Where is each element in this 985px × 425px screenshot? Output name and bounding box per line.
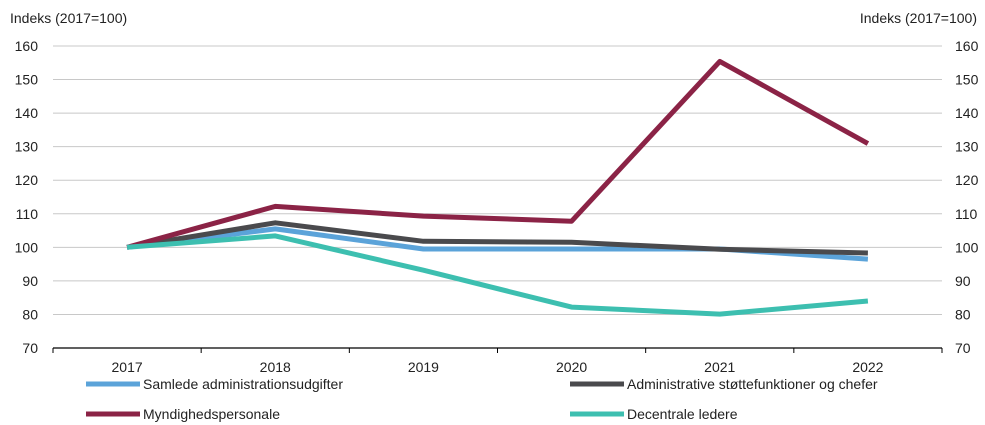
series-lines [126,58,870,317]
x-tick-label: 2019 [408,359,439,375]
y-axis-left-ticks: 70 80 90 100 110 120 130 140 150 160 [15,38,39,356]
legend-label: Administrative støttefunktioner og chefe… [627,376,878,392]
y-tick-label-left: 140 [15,105,39,121]
y-axis-right-ticks: 70 80 90 100 110 120 130 140 150 160 [955,38,979,356]
y-axis-right-title: Indeks (2017=100) [860,10,977,26]
y-tick-label-left: 120 [15,172,39,188]
axes [52,347,943,353]
y-tick-label-right: 70 [955,340,971,356]
y-tick-label-right: 130 [955,139,979,155]
series-line-2 [126,58,870,250]
y-tick-label-left: 100 [15,239,39,255]
legend-label: Samlede administrationsudgifter [143,376,343,392]
y-tick-label-left: 150 [15,72,39,88]
legend-label: Myndighedspersonale [143,406,280,422]
x-tick-label: 2022 [852,359,883,375]
y-tick-label-right: 100 [955,239,979,255]
y-tick-label-left: 110 [16,206,39,222]
y-tick-label-left: 70 [22,340,38,356]
y-tick-label-left: 90 [22,273,38,289]
y-tick-label-right: 160 [955,38,979,54]
x-axis-ticks: 2017 2018 2019 2020 2021 2022 [112,359,884,375]
y-tick-label-left: 80 [22,306,38,322]
x-tick-label: 2018 [260,359,291,375]
y-tick-label-right: 140 [955,105,979,121]
series-line-3 [126,233,869,317]
y-axis-left-title: Indeks (2017=100) [10,10,127,26]
x-tick-label: 2020 [556,359,587,375]
x-tick-label: 2021 [704,359,735,375]
x-tick-label: 2017 [112,359,143,375]
legend-label: Decentrale ledere [627,406,738,422]
series-line-1 [126,220,868,256]
gridlines [53,45,942,315]
y-tick-label-right: 80 [955,306,971,322]
y-tick-label-right: 110 [955,206,978,222]
legend: Samlede administrationsudgifter Administr… [86,376,878,422]
y-tick-label-right: 90 [955,273,971,289]
y-tick-label-right: 120 [955,172,979,188]
y-tick-label-left: 130 [15,139,39,155]
y-tick-label-left: 160 [15,38,39,54]
y-tick-label-right: 150 [955,72,979,88]
